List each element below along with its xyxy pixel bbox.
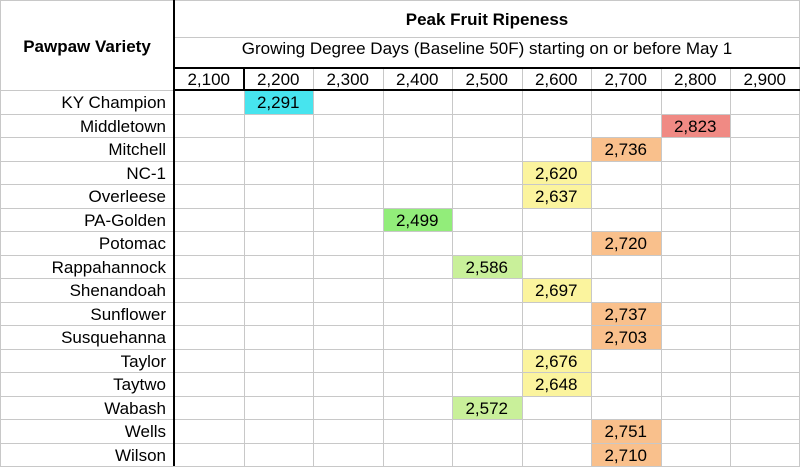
value-cell [521, 278, 591, 302]
table-subtitle: Growing Degree Days (Baseline 50F) start… [241, 39, 733, 58]
grid-line [452, 67, 453, 466]
value-cell [591, 325, 661, 349]
value-label: 2,710 [604, 445, 648, 465]
variety-name: Middletown [80, 116, 166, 136]
value-label: 2,703 [604, 328, 648, 347]
row-header-label: Pawpaw Variety [23, 37, 151, 56]
value-cell [591, 419, 661, 443]
variety-name: Mitchell [108, 140, 166, 159]
variety-name: NC-1 [126, 163, 166, 183]
column-header: 2,300 [326, 70, 370, 89]
value-cell [521, 160, 591, 184]
value-cell [591, 442, 661, 466]
grid-line [591, 67, 592, 466]
column-header: 2,400 [395, 70, 439, 89]
grid-line [0, 0, 800, 1]
grid-line [0, 184, 800, 185]
grid-line [0, 325, 800, 326]
variety-name: Rappahannock [51, 257, 166, 277]
column-header: 2,700 [604, 70, 648, 89]
value-cell [452, 254, 522, 278]
column-header: 2,800 [673, 70, 717, 89]
variety-name: KY Champion [61, 93, 166, 112]
value-label: 2,620 [534, 163, 578, 183]
grid-line [0, 419, 800, 420]
value-cell [382, 207, 452, 231]
grid-line [0, 349, 800, 350]
grid-line [244, 67, 245, 466]
grid-line [0, 302, 800, 303]
value-cell [521, 348, 591, 372]
grid-line [0, 231, 800, 232]
grid-line [313, 67, 314, 466]
value-label: 2,697 [534, 281, 578, 300]
value-cell [452, 395, 522, 419]
grid-line [0, 208, 800, 209]
value-label: 2,499 [395, 210, 439, 230]
value-label: 2,637 [534, 187, 578, 206]
grid-line [730, 67, 731, 466]
value-cell [243, 90, 313, 114]
table-title: Peak Fruit Ripeness [405, 10, 569, 29]
value-cell [591, 301, 661, 325]
variety-name: Overleese [88, 187, 166, 206]
value-cell [591, 137, 661, 161]
variety-name: PA-Golden [84, 210, 166, 230]
variety-name: Potomac [98, 234, 166, 253]
header-box-line [243, 67, 245, 90]
grid-line [0, 466, 800, 467]
value-cell [591, 231, 661, 255]
value-label: 2,291 [256, 93, 300, 112]
variety-name: Taytwo [113, 375, 166, 394]
grid-line [522, 67, 523, 466]
value-label: 2,586 [465, 257, 509, 277]
value-label: 2,751 [604, 422, 648, 441]
grid-line [0, 161, 800, 162]
header-box-line [174, 67, 800, 69]
column-header: 2,200 [256, 70, 300, 89]
grid-line [383, 67, 384, 466]
grid-line [0, 278, 800, 279]
variety-name: Wilson [114, 445, 166, 465]
column-header: 2,900 [743, 70, 787, 89]
header-divider [173, 0, 175, 466]
variety-name: Wabash [104, 398, 166, 418]
column-header: 2,500 [465, 70, 509, 89]
variety-name: Susquehanna [61, 328, 166, 347]
value-cell [521, 372, 591, 396]
variety-name: Sunflower [90, 304, 166, 324]
value-label: 2,648 [534, 375, 578, 394]
value-cell [521, 184, 591, 208]
value-cell [660, 113, 730, 137]
grid-line [174, 37, 800, 38]
column-header: 2,600 [534, 70, 578, 89]
variety-name: Wells [124, 422, 166, 441]
value-label: 2,720 [604, 234, 648, 253]
variety-name: Shenandoah [69, 281, 166, 300]
value-label: 2,676 [534, 351, 578, 371]
grid-line [0, 137, 800, 138]
grid-line [0, 443, 800, 444]
value-label: 2,823 [673, 116, 717, 136]
grid-line [0, 396, 800, 397]
value-label: 2,572 [465, 398, 509, 418]
header-box-line [174, 89, 800, 91]
value-label: 2,737 [604, 304, 648, 324]
variety-name: Taylor [120, 351, 166, 371]
grid-line [0, 372, 800, 373]
grid-line [0, 255, 800, 256]
grid-line [0, 114, 800, 115]
value-label: 2,736 [604, 140, 648, 159]
column-header: 2,100 [187, 70, 231, 89]
grid-line [661, 67, 662, 466]
grid-line [0, 0, 1, 466]
